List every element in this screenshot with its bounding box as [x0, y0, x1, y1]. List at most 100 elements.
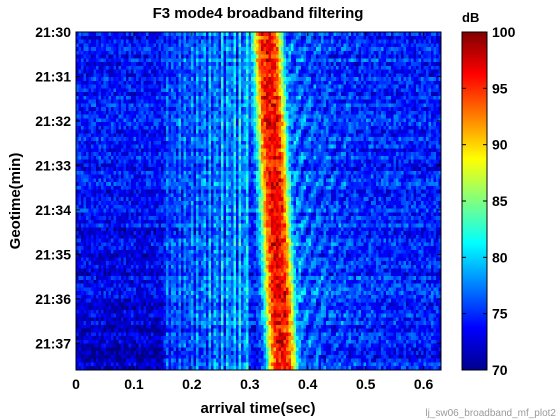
heatmap-cell: [178, 69, 182, 74]
heatmap-cell: [283, 77, 287, 82]
heatmap-cell: [426, 80, 430, 86]
heatmap-cell: [398, 47, 402, 52]
heatmap-cell: [118, 69, 122, 74]
heatmap-cell: [118, 80, 122, 86]
heatmap-cell: [358, 43, 362, 48]
heatmap-cell: [423, 58, 427, 63]
heatmap-cell: [253, 32, 257, 37]
heatmap-cell: [371, 35, 375, 41]
heatmap-cell: [91, 35, 95, 41]
heatmap-cell: [118, 47, 122, 52]
heatmap-cell: [148, 73, 152, 78]
heatmap-cell: [248, 54, 252, 59]
heatmap-cell: [123, 35, 127, 41]
heatmap-cell: [168, 107, 172, 112]
heatmap-cell: [436, 103, 440, 108]
heatmap-cell: [406, 43, 410, 48]
heatmap-cell: [141, 62, 145, 67]
heatmap-cell: [276, 80, 280, 86]
heatmap-cell: [198, 95, 202, 101]
heatmap-cell: [251, 32, 255, 37]
heatmap-cell: [181, 54, 185, 59]
heatmap-cell: [78, 69, 82, 74]
heatmap-cell: [221, 69, 225, 74]
heatmap-cell: [328, 107, 332, 112]
heatmap-cell: [373, 65, 377, 71]
heatmap-cell: [293, 47, 297, 52]
heatmap-cell: [201, 43, 205, 48]
heatmap-cell: [218, 99, 222, 104]
heatmap-cell: [378, 47, 382, 52]
heatmap-cell: [141, 73, 145, 78]
heatmap-cell: [401, 84, 405, 89]
heatmap-cell: [301, 99, 305, 104]
heatmap-cell: [173, 54, 177, 59]
heatmap-cell: [333, 62, 337, 67]
heatmap-cell: [351, 103, 355, 108]
heatmap-cell: [266, 47, 270, 52]
heatmap-cell: [238, 39, 242, 44]
heatmap-cell: [168, 73, 172, 78]
heatmap-cell: [138, 69, 142, 74]
heatmap-cell: [258, 47, 262, 52]
heatmap-cell: [296, 103, 300, 108]
heatmap-cell: [376, 62, 380, 67]
heatmap-cell: [396, 50, 400, 56]
heatmap-cell: [283, 84, 287, 89]
heatmap-cell: [303, 92, 307, 97]
heatmap-cell: [323, 77, 327, 82]
heatmap-cell: [316, 54, 320, 59]
heatmap-cell: [256, 65, 260, 71]
heatmap-cell: [221, 32, 225, 37]
heatmap-cell: [361, 84, 365, 89]
heatmap-cell: [273, 35, 277, 41]
heatmap-cell: [216, 39, 220, 44]
heatmap-cell: [251, 77, 255, 82]
heatmap-cell: [218, 47, 222, 52]
heatmap-cell: [143, 65, 147, 71]
heatmap-cell: [243, 80, 247, 86]
heatmap-cell: [408, 65, 412, 71]
heatmap-cell: [213, 69, 217, 74]
heatmap-cell: [406, 62, 410, 67]
heatmap-cell: [281, 62, 285, 67]
heatmap-cell: [146, 35, 150, 41]
heatmap-cell: [148, 92, 152, 97]
heatmap-cell: [141, 69, 145, 74]
heatmap-cell: [251, 80, 255, 86]
heatmap-cell: [161, 39, 165, 44]
heatmap-cell: [88, 43, 92, 48]
heatmap-cell: [401, 39, 405, 44]
heatmap-cell: [171, 103, 175, 108]
heatmap-cell: [98, 77, 102, 82]
heatmap-cell: [76, 62, 80, 67]
heatmap-cell: [233, 99, 237, 104]
heatmap-cell: [298, 54, 302, 59]
heatmap-cell: [116, 99, 120, 104]
heatmap-cell: [271, 58, 275, 63]
heatmap-cell: [198, 80, 202, 86]
heatmap-cell: [98, 65, 102, 71]
heatmap-cell: [103, 77, 107, 82]
heatmap-cell: [108, 54, 112, 59]
heatmap-cell: [148, 95, 152, 101]
heatmap-cell: [156, 103, 160, 108]
heatmap-cell: [378, 88, 382, 93]
heatmap-cell: [313, 80, 317, 86]
heatmap-cell: [301, 35, 305, 41]
heatmap-cell: [226, 65, 230, 71]
heatmap-cell: [83, 95, 87, 101]
heatmap-cell: [313, 107, 317, 112]
heatmap-cell: [386, 62, 390, 67]
heatmap-cell: [303, 77, 307, 82]
heatmap-cell: [273, 103, 277, 108]
heatmap-cell: [123, 50, 127, 56]
heatmap-cell: [178, 62, 182, 67]
heatmap-cell: [428, 50, 432, 56]
heatmap-cell: [188, 92, 192, 97]
heatmap-cell: [303, 107, 307, 112]
heatmap-cell: [263, 92, 267, 97]
heatmap-cell: [398, 62, 402, 67]
heatmap-cell: [116, 95, 120, 101]
heatmap-cell: [183, 77, 187, 82]
